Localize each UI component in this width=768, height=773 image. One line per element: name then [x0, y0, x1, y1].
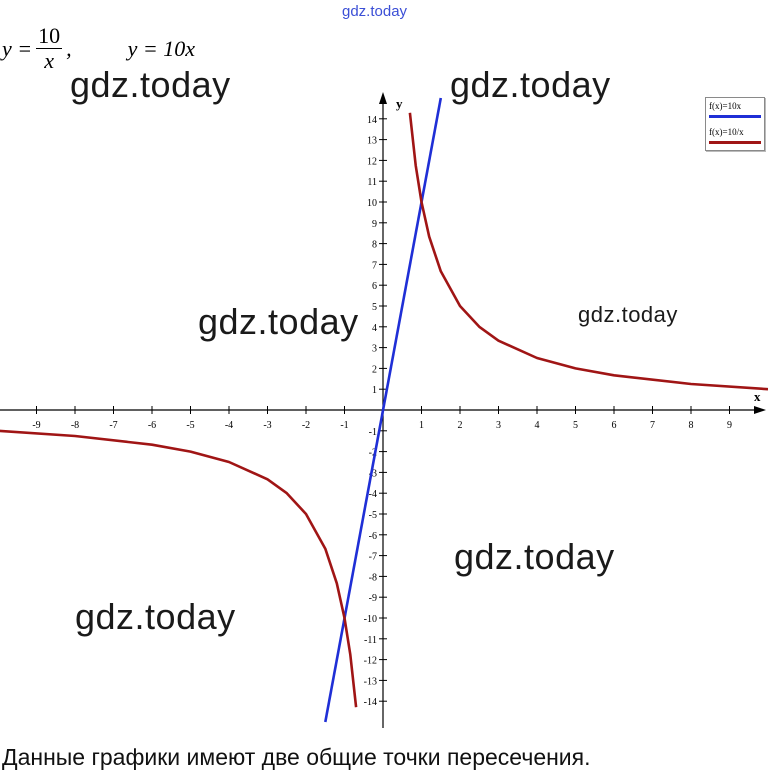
x-tick-label: -7: [109, 420, 117, 431]
x-tick-label: 4: [535, 420, 540, 431]
watermark: gdz.today: [450, 64, 611, 105]
x-axis-label: x: [754, 389, 761, 404]
formula-fraction: 10 x: [36, 23, 63, 73]
y-tick-label: 10: [367, 198, 377, 209]
y-tick-label: 9: [372, 219, 377, 230]
y-tick-label: 4: [372, 323, 377, 334]
y-axis-arrow: [379, 92, 387, 104]
formula-separator: ,: [66, 35, 72, 61]
y-tick-label: 2: [372, 364, 377, 375]
fraction-numerator: 10: [36, 23, 63, 49]
y-axis-label: y: [396, 96, 403, 111]
x-tick-label: -3: [263, 420, 271, 431]
y-tick-label: 6: [372, 281, 377, 292]
x-tick-label: -4: [225, 420, 233, 431]
formula-eq1-lhs: y =: [2, 35, 33, 61]
y-tick-label: -13: [364, 676, 377, 687]
legend-label: f(x)=10/x: [709, 127, 744, 137]
y-tick-label: 3: [372, 344, 377, 355]
y-tick-label: -2: [369, 448, 377, 459]
y-tick-label: -4: [369, 489, 377, 500]
y-tick-label: -3: [369, 468, 377, 479]
x-tick-label: 5: [573, 420, 578, 431]
y-tick-label: -9: [369, 593, 377, 604]
chart-legend: f(x)=10x f(x)=10/x: [705, 97, 765, 151]
x-tick-label: 3: [496, 420, 501, 431]
x-tick-label: -6: [148, 420, 156, 431]
y-tick-label: 1: [372, 385, 377, 396]
x-tick-label: 1: [419, 420, 424, 431]
x-tick-label: -2: [302, 420, 310, 431]
conclusion-text: Данные графики имеют две общие точки пер…: [2, 744, 591, 770]
watermark: gdz.today: [75, 596, 236, 637]
watermark: gdz.today: [198, 301, 359, 342]
y-tick-label: -14: [364, 697, 377, 708]
legend-entry: f(x)=10x: [706, 98, 764, 124]
watermark: gdz.today: [578, 302, 678, 327]
y-tick-label: -1: [369, 427, 377, 438]
x-tick-label: -8: [71, 420, 79, 431]
y-tick-label: 11: [367, 177, 377, 188]
x-tick-label: 2: [458, 420, 463, 431]
x-tick-label: -1: [340, 420, 348, 431]
y-tick-label: 8: [372, 240, 377, 251]
x-tick-label: 8: [689, 420, 694, 431]
y-tick-label: 5: [372, 302, 377, 313]
legend-swatch: [709, 115, 761, 118]
formula-eq2: y = 10x: [127, 35, 195, 61]
y-tick-label: 13: [367, 136, 377, 147]
x-tick-label: 9: [727, 420, 732, 431]
legend-swatch: [709, 141, 761, 144]
y-tick-label: -5: [369, 510, 377, 521]
y-tick-label: -12: [364, 656, 377, 667]
legend-entry: f(x)=10/x: [706, 124, 764, 150]
y-tick-label: -8: [369, 572, 377, 583]
x-axis-arrow: [754, 406, 766, 414]
x-tick-label: 6: [612, 420, 617, 431]
formula-line: y = 10 x , y = 10x: [2, 24, 195, 73]
y-tick-label: 7: [372, 260, 377, 271]
watermark: gdz.today: [70, 64, 231, 105]
x-tick-label: 7: [650, 420, 655, 431]
fraction-denominator: x: [44, 48, 54, 73]
y-tick-label: 12: [367, 156, 377, 167]
x-tick-label: -9: [32, 420, 40, 431]
y-tick-label: -7: [369, 552, 377, 563]
header-watermark: gdz.today: [342, 3, 408, 20]
y-tick-label: -11: [364, 635, 377, 646]
series-line: [0, 429, 358, 708]
legend-label: f(x)=10x: [709, 101, 742, 111]
x-tick-label: -5: [186, 420, 194, 431]
watermark: gdz.today: [454, 536, 615, 577]
y-tick-label: -10: [364, 614, 377, 625]
y-tick-label: -6: [369, 531, 377, 542]
series-line: [408, 112, 768, 391]
function-graph: xy-9 -8 -7 -6 -5 -4 -3 -2 -1 1 2 3 4 5 6 7 8 9-14-13-12-1…: [0, 92, 768, 728]
y-tick-label: 14: [367, 115, 377, 126]
